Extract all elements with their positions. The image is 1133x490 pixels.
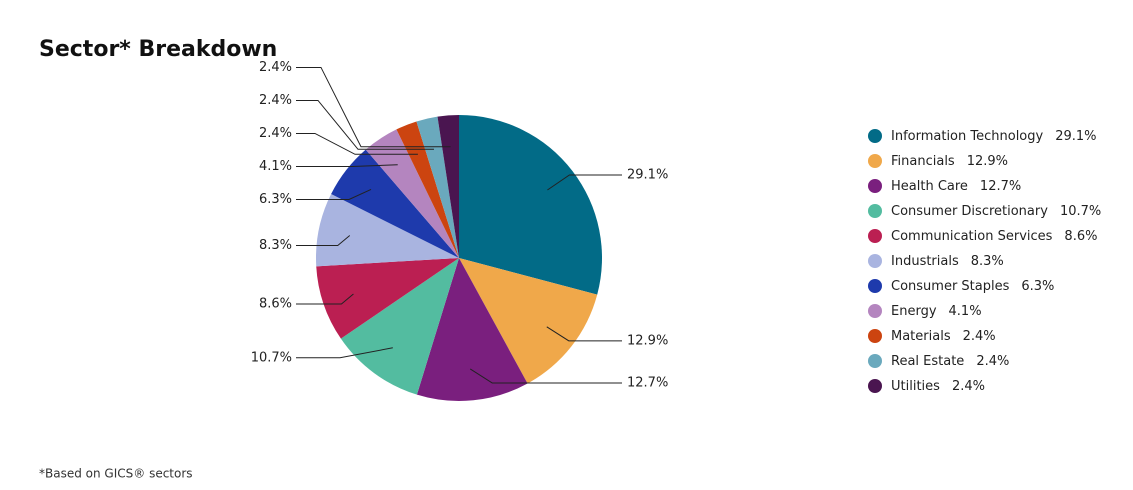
leader-line [296, 164, 398, 167]
pie-slice [459, 115, 602, 295]
legend-marker [868, 129, 882, 143]
legend-marker [868, 179, 882, 193]
legend-value: 12.9% [967, 154, 1008, 169]
legend-marker [868, 204, 882, 218]
data-label: 12.7% [627, 375, 668, 390]
legend-entry: Health Care 12.7% [891, 179, 1021, 194]
data-label: 4.1% [259, 159, 292, 174]
legend-label: Consumer Discretionary [891, 204, 1048, 219]
legend-entry: Consumer Staples 6.3% [891, 279, 1054, 294]
pie-slice [331, 149, 459, 258]
footnote: *Based on GICS® sectors [39, 467, 193, 481]
legend-value: 6.3% [1021, 279, 1054, 294]
pie-slice [365, 129, 459, 258]
legend-marker [868, 154, 882, 168]
legend-entry: Energy 4.1% [891, 304, 982, 319]
pie-slice [316, 194, 459, 267]
legend-marker [868, 279, 882, 293]
legend-value: 12.7% [980, 179, 1021, 194]
legend-label: Industrials [891, 254, 959, 269]
pie-slice [416, 116, 459, 259]
legend-marker [868, 254, 882, 268]
pie-slice [437, 115, 459, 258]
legend-label: Communication Services [891, 229, 1053, 244]
legend-entry: Information Technology 29.1% [891, 129, 1097, 144]
data-label: 8.6% [259, 296, 292, 311]
legend-value: 2.4% [976, 354, 1009, 369]
legend-entry: Consumer Discretionary 10.7% [891, 204, 1101, 219]
legend-label: Consumer Staples [891, 279, 1010, 294]
legend-value: 8.3% [971, 254, 1004, 269]
leader-line [296, 347, 393, 359]
legend-label: Information Technology [891, 129, 1044, 144]
leader-line [296, 188, 372, 200]
leader-line [296, 132, 418, 155]
data-label: 2.4% [259, 93, 292, 108]
leader-line [469, 368, 622, 384]
legend-label: Health Care [891, 179, 968, 194]
data-label: 2.4% [259, 60, 292, 75]
leader-line [296, 99, 434, 150]
data-label: 8.3% [259, 238, 292, 253]
leader-line [546, 326, 622, 342]
legend-marker [868, 229, 882, 243]
leader-line [296, 66, 451, 148]
pie-slice [416, 258, 528, 401]
legend-value: 8.6% [1064, 229, 1097, 244]
pie-slice [459, 258, 598, 384]
data-label: 6.3% [259, 192, 292, 207]
legend-entry: Communication Services 8.6% [891, 229, 1097, 244]
legend-value: 10.7% [1060, 204, 1101, 219]
data-label: 2.4% [259, 126, 292, 141]
legend-label: Utilities [891, 379, 940, 394]
chart-title: Sector* Breakdown [39, 37, 277, 62]
legend-value: 4.1% [949, 304, 982, 319]
legend-entry: Real Estate 2.4% [891, 354, 1009, 369]
legend-entry: Utilities 2.4% [891, 379, 985, 394]
legend-marker [868, 329, 882, 343]
legend-label: Real Estate [891, 354, 964, 369]
leader-line [296, 235, 351, 247]
legend-value: 2.4% [952, 379, 985, 394]
legend-marker [868, 379, 882, 393]
leader-line [547, 174, 622, 191]
pie-slice [396, 121, 459, 259]
legend-label: Financials [891, 154, 955, 169]
data-label: 12.9% [627, 333, 668, 348]
data-label: 29.1% [627, 167, 668, 182]
legend-marker [868, 354, 882, 368]
legend-entry: Financials 12.9% [891, 154, 1008, 169]
pie-slice [340, 258, 459, 395]
legend-entry: Industrials 8.3% [891, 254, 1004, 269]
data-label: 10.7% [251, 350, 292, 365]
legend-label: Materials [891, 329, 951, 344]
legend-label: Energy [891, 304, 937, 319]
legend-value: 2.4% [963, 329, 996, 344]
pie-slice [316, 258, 459, 339]
leader-line [296, 293, 354, 305]
legend-value: 29.1% [1055, 129, 1096, 144]
legend-entry: Materials 2.4% [891, 329, 996, 344]
legend-marker [868, 304, 882, 318]
